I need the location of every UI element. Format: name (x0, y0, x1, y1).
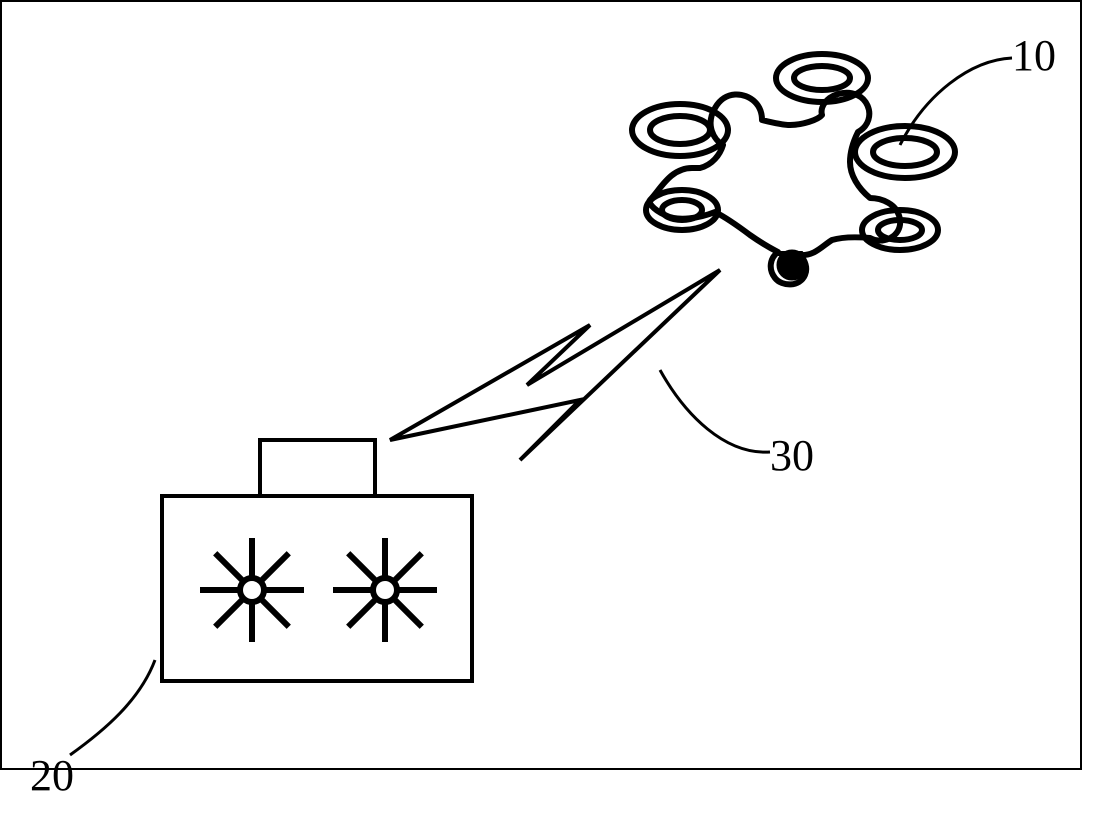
label-10: 10 (1012, 30, 1056, 81)
signal-bolt-icon (390, 270, 720, 460)
label-30: 30 (770, 430, 814, 481)
leader-10 (900, 58, 1012, 145)
leader-30 (660, 370, 770, 452)
diagram-canvas (0, 0, 1115, 830)
drone-icon (632, 54, 955, 284)
leader-20 (70, 660, 155, 755)
joystick-icon (333, 538, 437, 642)
controller-antenna (260, 440, 375, 496)
label-20: 20 (30, 750, 74, 801)
joystick-icon (200, 538, 304, 642)
